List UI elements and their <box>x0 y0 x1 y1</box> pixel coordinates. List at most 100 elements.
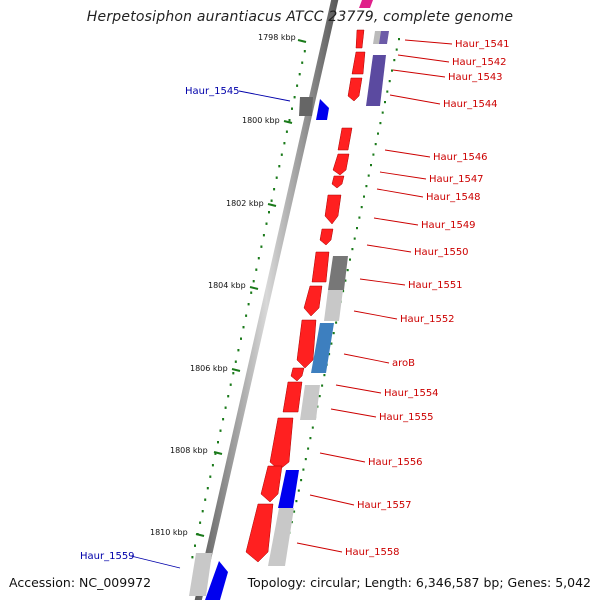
inner-tick <box>365 185 368 188</box>
gray-feature[interactable] <box>373 31 381 44</box>
inner-tick <box>393 59 396 62</box>
gray-feature[interactable] <box>324 290 343 321</box>
gene-arrow-forward[interactable] <box>269 417 294 471</box>
gene-label-right[interactable]: Haur_1549 <box>421 220 476 231</box>
inner-tick <box>367 174 370 177</box>
ruler-minor-tick <box>201 510 204 513</box>
ruler: 1798 kbp 1800 kbp 1802 kbp 1804 kbp 1806… <box>150 33 307 537</box>
gene-arrow-forward[interactable] <box>282 381 303 413</box>
inner-tick <box>353 237 356 240</box>
gray-feature[interactable] <box>299 97 313 116</box>
leader-line <box>130 555 181 569</box>
ruler-minor-tick <box>229 383 232 386</box>
blue-feature[interactable] <box>278 470 299 508</box>
gene-label-right[interactable]: Haur_1552 <box>400 314 455 325</box>
leader-line <box>389 94 441 105</box>
gene-arrow-forward[interactable] <box>311 251 330 283</box>
inner-tick <box>377 132 379 135</box>
ruler-minor-tick <box>257 257 260 260</box>
gene-arrow-forward[interactable] <box>324 194 342 225</box>
blue-feature[interactable] <box>316 99 329 120</box>
gene-arrow-forward[interactable] <box>355 29 365 49</box>
ruler-minor-tick <box>196 533 199 536</box>
ruler-minor-tick <box>273 188 276 191</box>
ruler-minor-tick <box>237 349 240 352</box>
gene-label-right[interactable]: Haur_1555 <box>379 412 434 423</box>
ruler-minor-tick <box>260 245 263 248</box>
gene-label-right[interactable]: Haur_1544 <box>443 99 498 110</box>
forward-genes <box>245 29 366 563</box>
inner-tick <box>346 269 349 272</box>
gene-label-right[interactable]: aroB <box>392 358 415 369</box>
inner-tick <box>302 468 305 471</box>
ruler-minor-tick <box>247 303 250 306</box>
ruler-minor-tick <box>268 211 270 214</box>
ruler-minor-tick <box>265 222 268 225</box>
purple-feature[interactable] <box>366 55 386 106</box>
ruler-minor-tick <box>255 268 258 271</box>
gray-feature[interactable] <box>268 508 294 566</box>
ruler-minor-tick <box>285 130 288 133</box>
ruler-minor-tick <box>283 142 286 145</box>
ruler-minor-tick <box>293 96 296 99</box>
ruler-minor-tick <box>217 441 219 444</box>
gene-arrow-forward[interactable] <box>260 465 283 503</box>
inner-tick <box>311 426 314 429</box>
ruler-minor-tick <box>298 73 301 76</box>
gene-label-left[interactable]: Haur_1545 <box>185 86 240 97</box>
inner-tick <box>372 153 375 156</box>
gene-label-right[interactable]: Haur_1546 <box>433 152 488 163</box>
leader-line <box>359 278 406 286</box>
gene-label-right[interactable]: Haur_1557 <box>357 500 412 511</box>
inner-tick <box>363 195 365 198</box>
inner-tick <box>351 248 354 251</box>
gene-label-right[interactable]: Haur_1541 <box>455 39 510 50</box>
ruler-minor-tick <box>209 475 212 478</box>
gene-arrow-forward[interactable] <box>303 285 323 317</box>
leader-line <box>335 384 382 394</box>
gene-label-right[interactable]: Haur_1543 <box>448 72 503 83</box>
ruler-tick <box>267 203 277 207</box>
gene-label-right[interactable]: Haur_1542 <box>452 57 507 68</box>
inner-tick <box>328 353 331 356</box>
gene-label-right[interactable]: Haur_1550 <box>414 247 469 258</box>
gene-label-right[interactable]: Haur_1554 <box>384 388 439 399</box>
pink-feature[interactable] <box>359 0 373 8</box>
leader-line <box>379 171 427 180</box>
gene-label-right[interactable]: Haur_1548 <box>426 192 481 203</box>
gene-arrow-forward[interactable] <box>332 153 350 176</box>
inner-tick <box>293 510 296 513</box>
gene-arrow-forward[interactable] <box>351 51 366 75</box>
gray-feature[interactable] <box>189 553 212 596</box>
ruler-tick <box>249 286 259 290</box>
accession-label: Accession: NC_009972 <box>9 575 152 590</box>
inner-tick <box>398 38 400 41</box>
gray-feature[interactable] <box>300 385 320 420</box>
gene-arrow-forward[interactable] <box>337 127 353 151</box>
gray-feature[interactable] <box>328 256 348 290</box>
gene-arrow-forward[interactable] <box>331 175 345 189</box>
gene-label-right[interactable]: Haur_1556 <box>368 457 423 468</box>
gene-label-right[interactable]: Haur_1547 <box>429 174 484 185</box>
gene-arrow-forward[interactable] <box>296 319 317 369</box>
blue-feature[interactable] <box>205 561 228 600</box>
gene-label-left[interactable]: Haur_1559 <box>80 551 135 562</box>
inner-tick <box>318 395 321 398</box>
gene-arrow-forward[interactable] <box>347 77 363 102</box>
gene-arrow-forward[interactable] <box>290 367 305 382</box>
ruler-label: 1800 kbp <box>242 116 280 125</box>
steelblue-feature[interactable] <box>311 323 334 373</box>
feature-blocks <box>189 0 389 600</box>
leader-line <box>366 244 412 253</box>
ruler-label: 1810 kbp <box>150 528 188 537</box>
ruler-minor-tick <box>214 452 217 455</box>
inner-tick <box>360 206 363 209</box>
ruler-label: 1806 kbp <box>190 364 228 373</box>
leader-line <box>296 542 343 553</box>
gene-label-right[interactable]: Haur_1558 <box>345 547 400 558</box>
genome-summary: Topology: circular; Length: 6,346,587 bp… <box>247 575 591 590</box>
gene-arrow-forward[interactable] <box>245 503 274 563</box>
gene-arrow-forward[interactable] <box>319 228 334 246</box>
inner-tick <box>384 101 386 104</box>
gene-label-right[interactable]: Haur_1551 <box>408 280 463 291</box>
